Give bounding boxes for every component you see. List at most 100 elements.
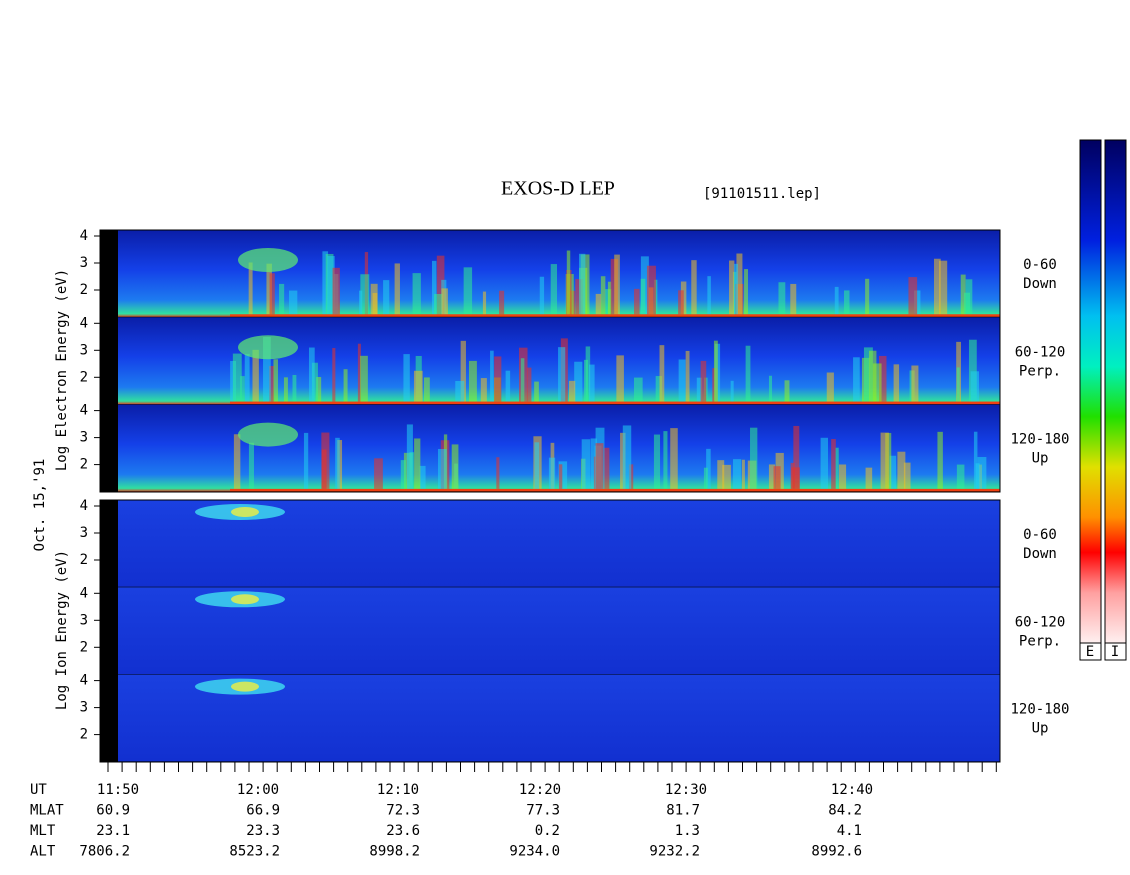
spectral-streak (820, 437, 829, 489)
spectral-streak (383, 280, 390, 315)
spectral-streak (579, 253, 586, 315)
spectral-streak (266, 263, 272, 315)
ephemeris-value: 77.3 (526, 803, 560, 819)
spectral-streak (838, 464, 847, 489)
ephemeris-value: 9234.0 (509, 844, 560, 860)
spectral-streak (463, 267, 473, 315)
spectral-streak (691, 260, 697, 315)
spectral-streak (279, 283, 285, 315)
spectral-streak (640, 278, 646, 315)
file-name: [91101511.lep] (703, 186, 821, 202)
direction-label: Perp. (1019, 633, 1061, 649)
spectral-streak (678, 359, 686, 402)
spectral-streak (558, 461, 568, 489)
y-tick-label: 4 (80, 673, 88, 689)
data-gap (100, 500, 118, 762)
spectral-feature (231, 681, 259, 692)
spectral-streak (595, 293, 602, 315)
spectral-streak (968, 339, 977, 402)
spectral-streak (700, 360, 707, 402)
spectral-streak (494, 356, 502, 402)
colorbar (1104, 139, 1127, 644)
spectral-streak (468, 360, 477, 402)
spectral-feature (238, 335, 298, 360)
spectral-streak (403, 354, 410, 402)
spectral-streak (722, 464, 731, 489)
spectral-streak (534, 442, 540, 489)
spectral-streak (423, 377, 430, 402)
pitch-angle-label: 60-120 (1015, 344, 1066, 360)
panel-frame (99, 229, 1001, 493)
spectral-streak (911, 365, 919, 402)
colorbar-label: E (1086, 644, 1094, 660)
spectral-streak (413, 370, 423, 402)
spectral-streak (685, 350, 690, 402)
pitch-angle-label: 0-60 (1023, 257, 1057, 273)
spectral-streak (460, 340, 466, 402)
time-label: 12:20 (519, 782, 561, 798)
spectral-streak (499, 290, 505, 315)
direction-label: Down (1023, 546, 1057, 562)
spectral-streak (322, 251, 329, 315)
spectral-streak (696, 377, 703, 402)
spectral-streak (646, 265, 656, 315)
spectral-streak (826, 372, 834, 402)
spectral-streak (374, 458, 383, 489)
spectral-streak (745, 345, 751, 402)
spectral-streak (956, 367, 960, 402)
spectral-line (230, 401, 1000, 405)
colorbar (1079, 139, 1102, 644)
pitch-angle-label: 0-60 (1023, 527, 1057, 543)
spectral-streak (970, 371, 979, 402)
spectral-streak (432, 260, 437, 315)
spectral-streak (897, 451, 906, 489)
spectral-streak (778, 282, 786, 315)
spectral-streak (558, 464, 563, 489)
spectral-streak (574, 361, 583, 402)
spectral-streak (233, 434, 241, 489)
spectral-streak (622, 425, 632, 489)
pitch-angle-label: 120-180 (1010, 432, 1069, 448)
spectral-streak (939, 260, 948, 315)
spectral-streak (548, 457, 556, 489)
spectral-streak (663, 431, 668, 489)
spectral-streak (872, 363, 882, 402)
y-tick-label: 2 (80, 727, 88, 743)
ephemeris-value: 7806.2 (79, 844, 130, 860)
spectral-streak (960, 274, 966, 315)
ephemeris-value: 1.3 (675, 823, 700, 839)
spectral-streak (750, 427, 758, 489)
spectral-streak (283, 377, 288, 402)
spectral-streak (321, 449, 327, 489)
spectral-feature (231, 594, 259, 605)
spectral-streak (357, 343, 361, 402)
panel-frame (99, 499, 1001, 763)
y-tick-label: 2 (80, 639, 88, 655)
spectral-streak (965, 279, 973, 315)
ephemeris-value: 23.6 (386, 823, 420, 839)
spectral-streak (566, 250, 571, 315)
spectral-streak (717, 460, 725, 489)
time-label: 12:10 (377, 782, 419, 798)
spectral-streak (526, 367, 532, 402)
spectral-streak (868, 350, 877, 402)
spectral-streak (706, 448, 711, 489)
y-tick-label: 3 (80, 700, 88, 716)
y-tick-label: 4 (80, 403, 88, 419)
colorbar-label: I (1111, 644, 1119, 660)
spectral-streak (292, 374, 297, 402)
spectral-streak (707, 276, 711, 315)
spectral-streak (793, 425, 800, 489)
row-label: ALT (30, 844, 56, 860)
y-tick-label: 2 (80, 369, 88, 385)
spectral-streak (248, 442, 254, 489)
time-label: 11:50 (97, 782, 139, 798)
spectral-streak (880, 432, 889, 489)
row-label: MLT (30, 823, 56, 839)
spectral-streak (863, 347, 873, 402)
spectral-streak (614, 254, 620, 315)
spectral-streak (620, 432, 626, 489)
spectral-streak (308, 347, 315, 402)
colorbar-label-box (1104, 642, 1127, 661)
spectral-streak (878, 355, 887, 402)
